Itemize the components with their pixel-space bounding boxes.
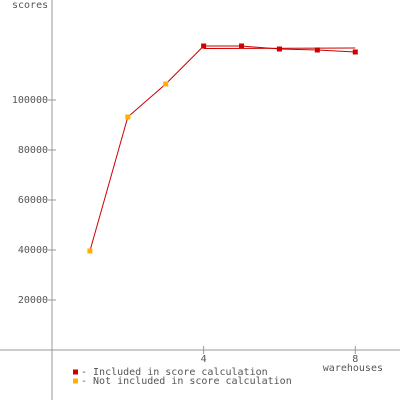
point <box>314 47 320 53</box>
point <box>276 46 282 52</box>
line-segment <box>279 48 318 51</box>
line-segment <box>127 83 167 118</box>
point <box>201 43 207 49</box>
legend-label: - Not included in score calculation <box>81 376 292 387</box>
line-segment <box>89 116 129 252</box>
legend-marker <box>73 378 78 384</box>
line-segment <box>165 45 204 85</box>
point <box>239 43 245 49</box>
x-axis-label: warehouses <box>323 363 383 374</box>
y-tick-label: 80000 <box>18 145 48 156</box>
legend-label: - Included in score calculation <box>81 367 268 378</box>
point <box>352 49 358 55</box>
line-segment <box>317 49 356 53</box>
x-tick-label: 8 <box>352 354 358 365</box>
point <box>125 114 131 120</box>
legend-marker <box>73 369 78 375</box>
point <box>163 81 169 87</box>
point <box>87 248 93 254</box>
line-segment <box>241 45 280 50</box>
y-tick-label: 40000 <box>18 245 48 256</box>
y-tick-label: 100000 <box>12 95 48 106</box>
y-tick-label: 60000 <box>18 195 48 206</box>
y-axis-label: scores <box>12 0 48 11</box>
x-tick-label: 4 <box>201 354 207 365</box>
y-tick-label: 20000 <box>18 295 48 306</box>
